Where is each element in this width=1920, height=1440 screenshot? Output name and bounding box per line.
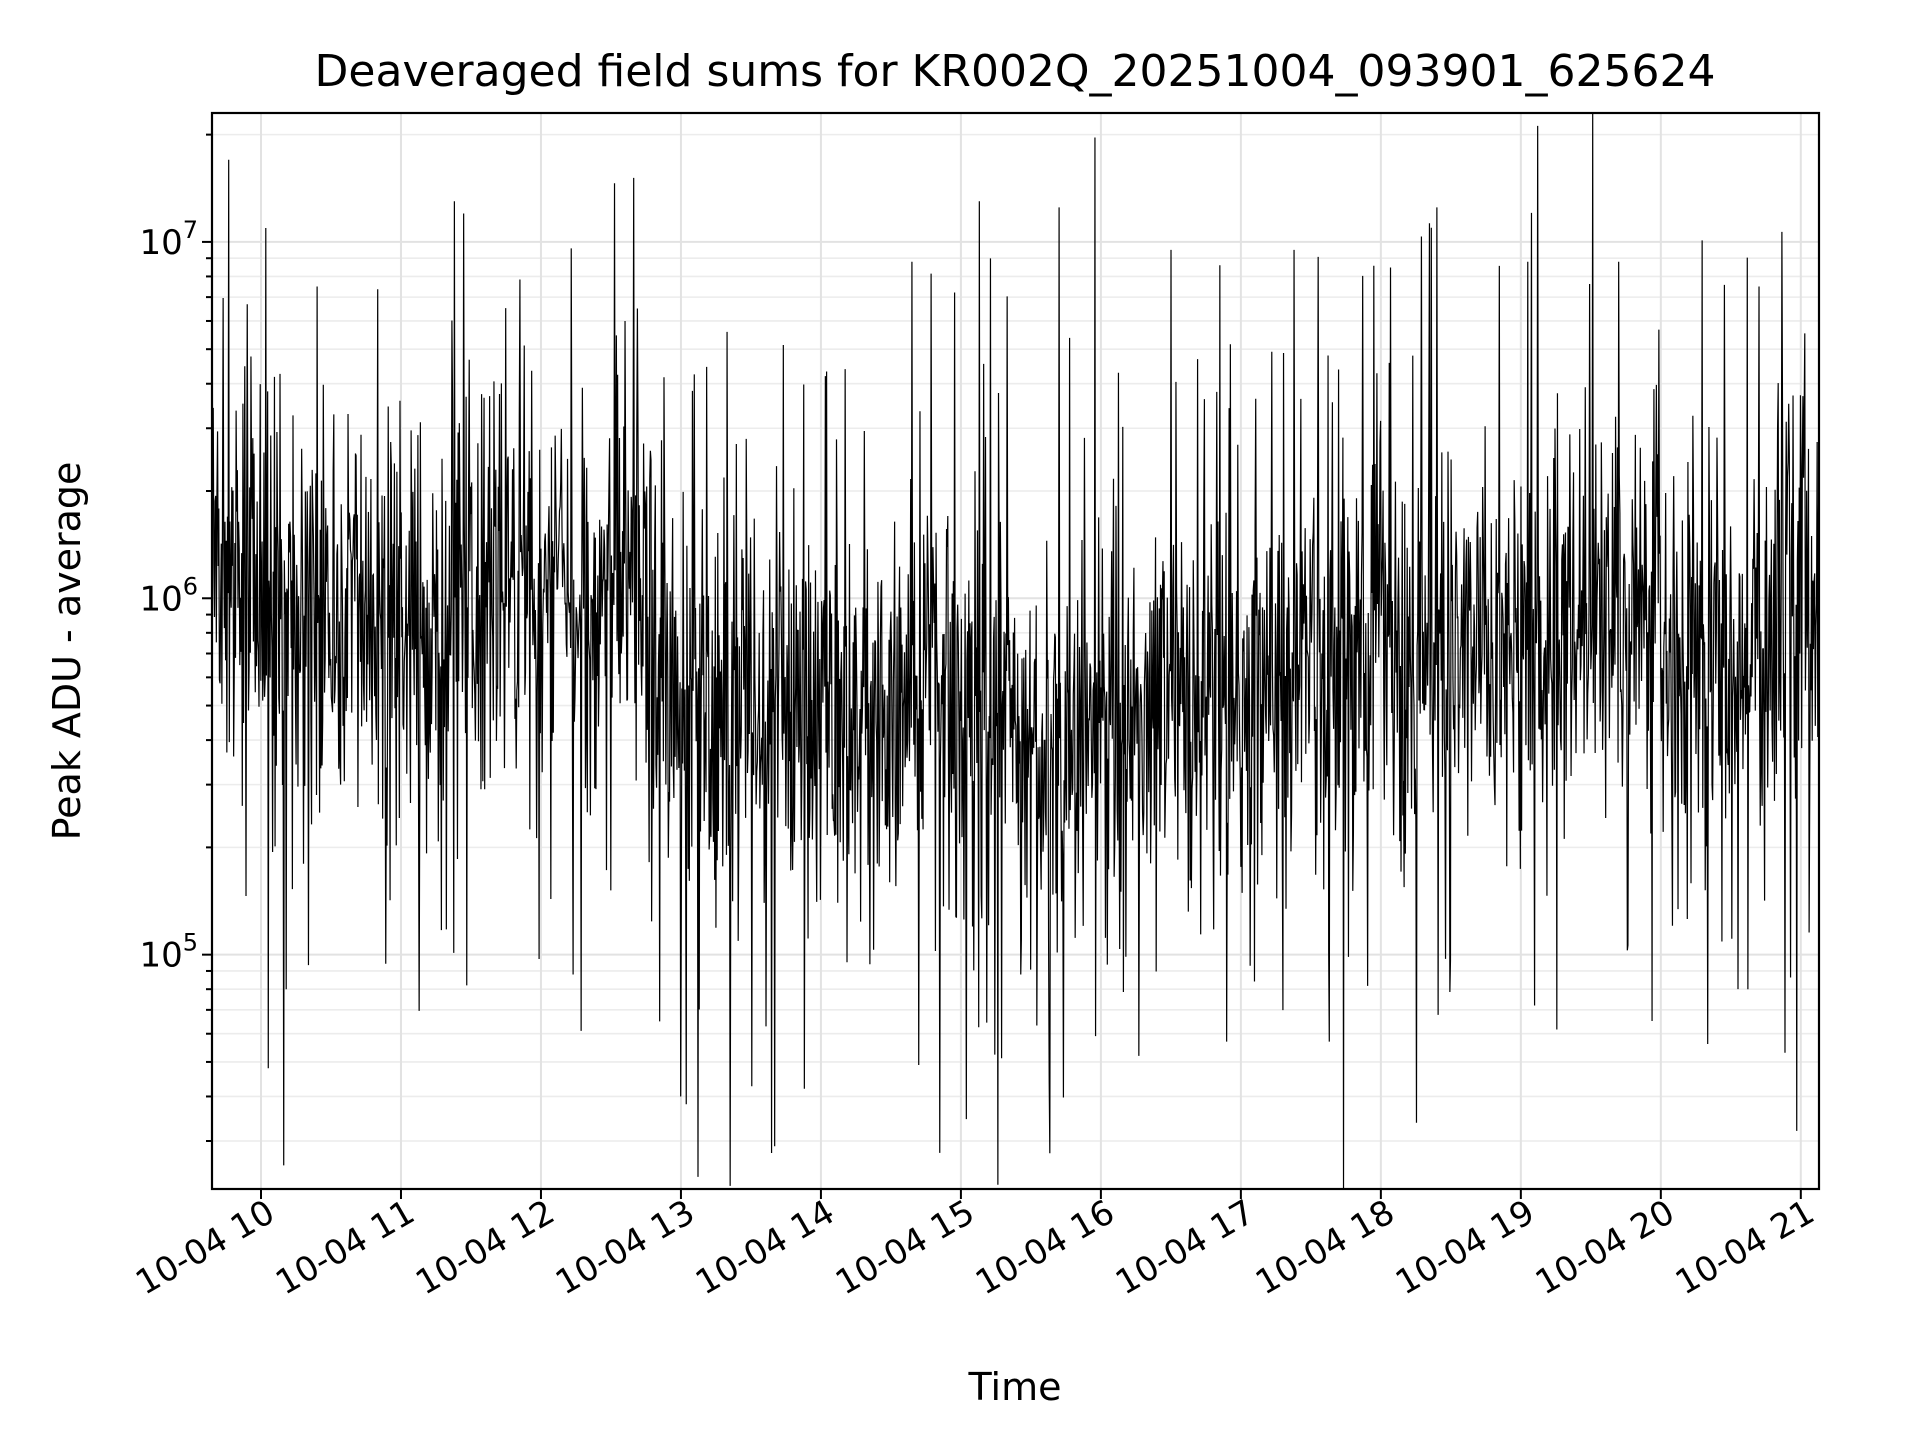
y-axis-label: Peak ADU - average — [45, 462, 89, 841]
y-tick-label-base: 10 — [139, 579, 182, 619]
y-tick-label-exponent: 6 — [183, 572, 198, 600]
chart-title: Deaveraged field sums for KR002Q_2025100… — [315, 46, 1716, 97]
x-axis-label: Time — [968, 1365, 1062, 1409]
y-tick-label-base: 10 — [139, 936, 182, 976]
y-tick-label: 107 — [139, 216, 198, 263]
y-tick-label-base: 10 — [139, 223, 182, 263]
y-tick-label: 105 — [139, 929, 198, 976]
plot-frame — [210, 111, 1821, 1191]
y-tick-label-exponent: 5 — [183, 929, 198, 957]
series-line — [211, 112, 1820, 1190]
y-tick-label-exponent: 7 — [183, 216, 198, 244]
series-line-group — [211, 112, 1820, 1190]
y-tick-label: 106 — [139, 572, 198, 619]
